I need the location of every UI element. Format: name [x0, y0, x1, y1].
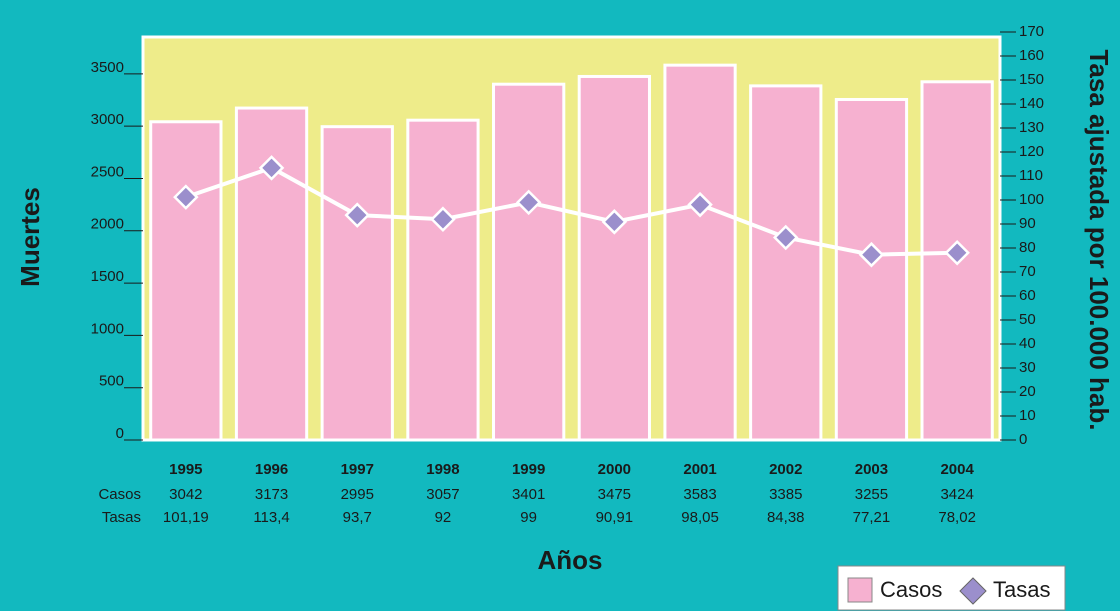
bar [320, 125, 394, 442]
y2-axis-title: Tasa ajustada por 100.000 hab. [1084, 49, 1114, 430]
y2-tick-label: 150 [1019, 71, 1044, 88]
y2-tick-label: 140 [1019, 95, 1044, 112]
bar [406, 118, 480, 442]
table-value: 93,7 [343, 509, 372, 526]
rate-marker [858, 241, 885, 268]
bar [663, 63, 737, 442]
y-tick-label: 3000 [91, 111, 124, 128]
y2-tick-label: 100 [1019, 191, 1044, 208]
rate-marker [601, 209, 628, 235]
bar [492, 82, 566, 442]
y-tick-label: 2000 [91, 216, 124, 233]
table-value: 101,19 [163, 509, 209, 526]
y-tick-label: 1500 [91, 268, 124, 285]
rate-marker [430, 206, 456, 232]
y2-tick-label: 0 [1019, 431, 1027, 448]
y-tick-label: 2500 [91, 163, 124, 180]
table-value: 92 [435, 509, 452, 526]
bar [149, 120, 223, 442]
table-value: 3042 [169, 486, 202, 503]
table-value: 84,38 [767, 509, 805, 526]
legend-label: Casos [880, 577, 942, 602]
x-tick-label: 2002 [769, 461, 802, 478]
table-value: 113,4 [253, 509, 289, 526]
y2-tick-label: 110 [1019, 167, 1043, 184]
x-tick-label: 1995 [169, 461, 202, 478]
table-value: 78,02 [938, 509, 976, 526]
y-axis-title: Muertes [15, 187, 45, 287]
rate-marker [515, 189, 542, 216]
y2-tick-label: 170 [1019, 23, 1044, 40]
y2-tick-label: 130 [1019, 119, 1044, 136]
y2-tick-label: 90 [1019, 215, 1036, 232]
y2-tick-label: 30 [1019, 359, 1036, 376]
bar [749, 84, 823, 442]
table-value: 3255 [855, 486, 888, 503]
rate-marker [173, 184, 199, 210]
y2-tick-label: 20 [1019, 383, 1036, 400]
y-tick-label: 3500 [91, 59, 124, 76]
legend-box [837, 565, 1066, 611]
table-value: 77,21 [853, 509, 891, 526]
table-value: 3424 [940, 486, 973, 503]
rate-marker [344, 202, 371, 228]
table-value: 99 [520, 509, 537, 526]
legend-marker [959, 577, 987, 605]
table-value: 3583 [683, 486, 716, 503]
legend-label: Tasas [993, 577, 1050, 602]
x-axis-title: Años [538, 545, 603, 575]
y2-tick-label: 40 [1019, 335, 1036, 352]
legend-swatch [847, 577, 873, 603]
bar [577, 74, 651, 442]
rate-marker [687, 191, 713, 218]
x-tick-label: 2004 [940, 461, 974, 478]
row-label: Casos [98, 486, 141, 503]
bar [234, 106, 309, 442]
table-value: 3475 [598, 486, 631, 503]
rate-marker [772, 224, 799, 251]
bar [834, 97, 909, 442]
x-tick-label: 1999 [512, 461, 545, 478]
y2-tick-label: 160 [1019, 47, 1044, 64]
y2-tick-label: 50 [1019, 311, 1036, 328]
row-label: Tasas [102, 509, 141, 526]
x-tick-label: 2003 [855, 461, 888, 478]
rate-line [185, 165, 958, 257]
y2-tick-label: 80 [1019, 239, 1036, 256]
table-value: 3401 [512, 486, 545, 503]
y2-tick-label: 120 [1019, 143, 1044, 160]
table-value: 2995 [341, 486, 374, 503]
y2-tick-label: 60 [1019, 287, 1036, 304]
x-tick-label: 1997 [341, 461, 374, 478]
table-value: 3385 [769, 486, 802, 503]
y-tick-label: 1000 [91, 320, 124, 337]
y-tick-label: 0 [116, 425, 124, 442]
table-value: 90,91 [596, 509, 634, 526]
table-value: 3057 [426, 486, 459, 503]
y-tick-label: 500 [99, 373, 124, 390]
rate-marker [258, 155, 285, 181]
x-tick-label: 2001 [683, 461, 716, 478]
x-tick-label: 1996 [255, 461, 288, 478]
x-tick-label: 2000 [598, 461, 631, 478]
y2-tick-label: 70 [1019, 263, 1036, 280]
y2-tick-label: 10 [1019, 407, 1036, 424]
x-tick-label: 1998 [426, 461, 459, 478]
table-value: 98,05 [681, 509, 719, 526]
rate-marker [944, 239, 970, 266]
table-value: 3173 [255, 486, 288, 503]
